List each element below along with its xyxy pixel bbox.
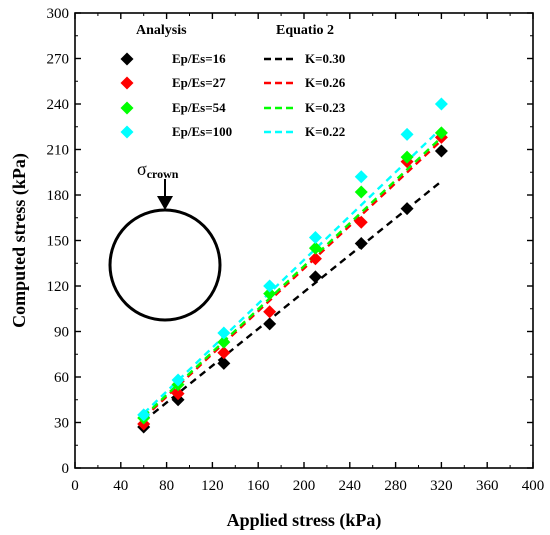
point-ep-es-16: [354, 237, 368, 251]
tunnel-circle: [108, 208, 222, 322]
fit-line-k-0-23: [142, 136, 443, 418]
point-ep-es-27: [217, 346, 231, 360]
fit-line-k-0-22: [142, 127, 443, 415]
x-tick-label: 280: [384, 478, 407, 494]
plot-frame: [74, 12, 534, 469]
y-tick-label: 90: [54, 325, 69, 341]
legend-label-ep-es-16: Ep/Es=16: [172, 51, 226, 66]
legend-marker-ep-es-27: [120, 76, 134, 90]
y-tick-label: 0: [62, 461, 70, 477]
point-ep-es-100: [217, 326, 231, 340]
y-tick-label: 300: [47, 6, 70, 22]
point-ep-es-16: [434, 144, 448, 158]
x-tick-label: 80: [159, 478, 174, 494]
point-ep-es-54: [217, 335, 231, 349]
point-ep-es-100: [263, 279, 277, 293]
legend: Analysis Equatio 2 Ep/Es=16 Ep/Es=27 Ep/Es=5…: [120, 23, 346, 139]
y-tick-label: 150: [47, 234, 70, 250]
point-ep-es-54: [263, 287, 277, 301]
x-tick-label: 0: [71, 478, 79, 494]
plot-area: [137, 97, 448, 434]
x-tick-label: 40: [113, 478, 128, 494]
axes: 0 40 80 120 160 200 240 280 320 360 400 0 30 60 90 120 1…: [9, 6, 544, 531]
point-ep-es-100: [308, 230, 322, 244]
y-tick-label: 60: [54, 370, 69, 386]
x-tick-label: 320: [430, 478, 453, 494]
point-ep-es-16: [400, 202, 414, 216]
x-tick-label: 160: [247, 478, 270, 494]
legend-title-lines: Equatio 2: [276, 23, 334, 38]
legend-label-ep-es-27: Ep/Es=27: [172, 75, 226, 90]
legend-label-k-0-26: K=0.26: [305, 75, 346, 90]
legend-label-k-0-22: K=0.22: [305, 124, 345, 139]
y-tick-label: 180: [47, 188, 70, 204]
point-ep-es-54: [354, 185, 368, 199]
point-ep-es-16: [308, 270, 322, 284]
legend-label-k-0-30: K=0.30: [305, 51, 345, 66]
x-tick-label: 120: [201, 478, 224, 494]
point-ep-es-100: [400, 127, 414, 141]
legend-marker-ep-es-16: [120, 52, 134, 66]
legend-label-k-0-23: K=0.23: [305, 100, 346, 115]
y-tick-label: 120: [47, 279, 70, 295]
legend-label-ep-es-54: Ep/Es=54: [172, 100, 226, 115]
point-ep-es-100: [137, 408, 151, 422]
point-ep-es-54: [434, 126, 448, 140]
legend-marker-ep-es-54: [120, 101, 134, 115]
legend-label-ep-es-100: Ep/Es=100: [172, 124, 232, 139]
y-tick-label: 210: [47, 143, 70, 159]
y-tick-label: 240: [47, 97, 70, 113]
point-ep-es-100: [354, 170, 368, 184]
x-tick-label: 400: [522, 478, 545, 494]
point-ep-es-100: [434, 97, 448, 111]
y-tick-label: 30: [54, 416, 69, 432]
point-ep-es-27: [308, 252, 322, 266]
point-ep-es-16: [263, 317, 277, 331]
point-ep-es-100: [171, 373, 185, 387]
x-tick-label: 200: [293, 478, 316, 494]
crown-annotation: σcrown: [108, 159, 222, 322]
y-axis-title: Computed stress (kPa): [9, 153, 30, 328]
x-tick-label: 360: [476, 478, 499, 494]
legend-title-markers: Analysis: [136, 23, 187, 38]
x-tick-label: 240: [339, 478, 362, 494]
point-ep-es-16: [217, 356, 231, 370]
fit-line-k-0-26: [142, 139, 443, 419]
fit-line-k-0-30: [142, 180, 443, 422]
point-ep-es-27: [263, 305, 277, 319]
point-ep-es-54: [400, 150, 414, 164]
crown-arrow-head: [157, 196, 173, 210]
x-axis-title: Applied stress (kPa): [227, 510, 382, 531]
crown-stress-label: σcrown: [137, 159, 179, 181]
y-tick-label: 270: [47, 52, 70, 68]
point-ep-es-27: [354, 215, 368, 229]
sigma-symbol: σ: [137, 159, 147, 179]
crown-subscript: crown: [147, 167, 179, 181]
point-ep-es-27: [171, 387, 185, 401]
legend-marker-ep-es-100: [120, 125, 134, 139]
point-ep-es-54: [308, 241, 322, 255]
